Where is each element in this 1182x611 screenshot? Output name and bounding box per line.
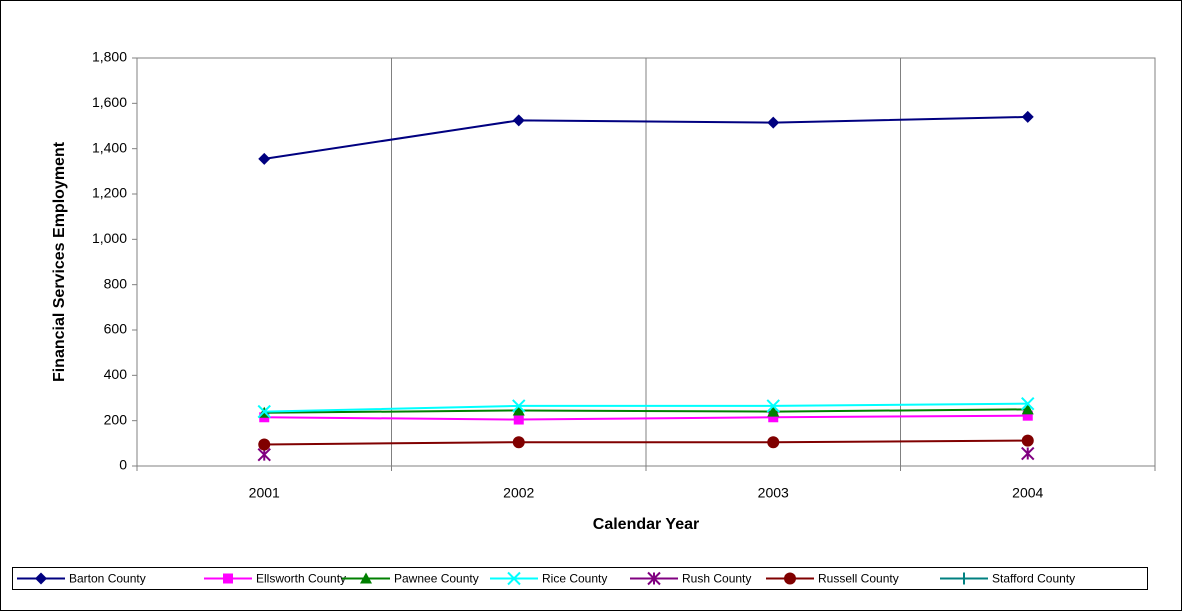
- marker: [647, 571, 661, 586]
- x-tick-label: 2004: [1012, 485, 1043, 501]
- y-tick-label: 1,800: [92, 49, 127, 65]
- marker: [767, 405, 780, 417]
- legend-label: Rush County: [682, 572, 751, 586]
- series-line: [264, 408, 1028, 414]
- legend-label: Pawnee County: [394, 572, 479, 586]
- y-tick-label: 1,400: [92, 139, 127, 155]
- marker: [766, 399, 780, 413]
- y-axis-title: Financial Services Employment: [51, 141, 68, 382]
- x-tick-label: 2003: [758, 485, 789, 501]
- marker: [223, 573, 233, 584]
- marker: [767, 116, 780, 129]
- y-tick-label: 200: [104, 411, 128, 427]
- y-tick-label: 600: [104, 321, 128, 337]
- legend-label: Rice County: [542, 572, 607, 586]
- x-axis-title: Calendar Year: [593, 516, 699, 533]
- marker: [512, 399, 526, 413]
- legend-label: Ellsworth County: [256, 572, 346, 586]
- x-tick-label: 2002: [503, 485, 534, 501]
- legend-label: Barton County: [69, 572, 146, 586]
- marker: [784, 572, 796, 585]
- legend-box: [12, 567, 1148, 590]
- marker: [768, 412, 779, 423]
- marker: [512, 436, 525, 449]
- series-line: [264, 414, 1028, 421]
- legend-label: Russell County: [818, 572, 899, 586]
- marker: [958, 572, 970, 585]
- marker: [258, 152, 271, 165]
- y-tick-label: 400: [104, 366, 128, 382]
- marker: [1021, 396, 1035, 411]
- y-tick-label: 1,600: [92, 94, 127, 110]
- marker: [1021, 110, 1034, 123]
- marker: [35, 572, 47, 585]
- marker: [767, 436, 780, 449]
- marker: [360, 572, 372, 584]
- y-tick-label: 1,000: [92, 230, 127, 246]
- series-line: [264, 402, 1028, 413]
- marker: [1021, 446, 1035, 461]
- y-tick-label: 0: [119, 457, 127, 473]
- marker: [1022, 410, 1033, 421]
- marker: [258, 438, 271, 451]
- marker: [1021, 403, 1034, 415]
- y-tick-label: 1,200: [92, 185, 127, 201]
- series-line: [264, 115, 1028, 160]
- marker: [507, 571, 521, 586]
- marker: [257, 404, 271, 419]
- marker: [512, 114, 525, 127]
- marker: [257, 447, 271, 462]
- marker: [1021, 434, 1034, 447]
- legend-label: Stafford County: [992, 572, 1075, 586]
- y-tick-label: 800: [104, 275, 128, 291]
- series-line: [264, 439, 1028, 446]
- marker: [513, 414, 524, 425]
- marker: [512, 404, 525, 416]
- x-tick-label: 2001: [249, 485, 280, 501]
